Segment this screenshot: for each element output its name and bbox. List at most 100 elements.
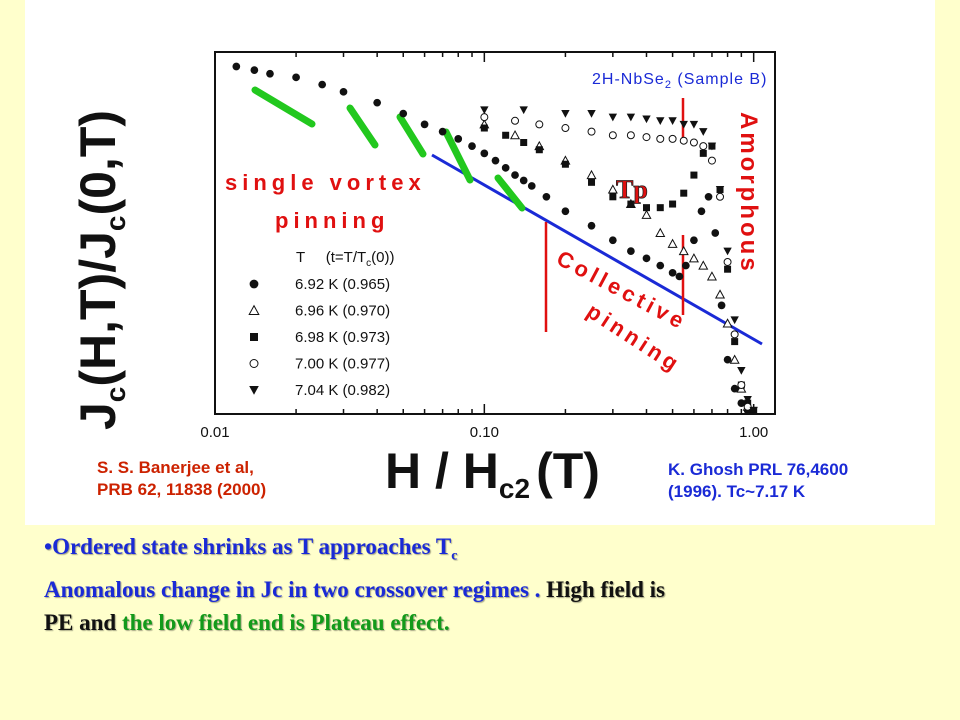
bullet-text: Ordered state shrinks as T approaches T <box>52 534 452 559</box>
data-point <box>724 265 732 273</box>
data-point <box>730 330 739 339</box>
data-point <box>680 189 688 197</box>
data-point <box>250 66 259 74</box>
data-point <box>737 399 746 407</box>
series-filled-triangle-down <box>480 106 758 415</box>
data-point <box>502 131 510 139</box>
tp-label: Tp <box>616 175 648 204</box>
data-point <box>480 149 489 158</box>
data-point <box>318 80 327 89</box>
para-part4: and <box>73 609 122 635</box>
data-point <box>588 178 596 186</box>
data-point <box>722 318 733 328</box>
data-point <box>730 384 739 393</box>
x-ticks: 0.01 0.10 1.00 <box>200 52 768 441</box>
data-point <box>737 367 746 375</box>
data-point <box>656 117 665 125</box>
data-point <box>292 73 300 82</box>
series-filled-square <box>480 124 758 414</box>
data-point <box>587 110 596 118</box>
data-point <box>730 316 739 325</box>
para-part3: PE <box>44 609 74 635</box>
legend-label: 7.00 K (0.977) <box>295 356 390 373</box>
data-point <box>717 301 726 310</box>
data-point <box>501 163 510 172</box>
data-point <box>266 69 274 78</box>
green-plateau-mark <box>346 104 379 149</box>
green-plateau-mark <box>494 174 526 212</box>
para-part1: Anomalous change in Jc in two crossover … <box>44 576 547 602</box>
data-point <box>527 182 536 190</box>
data-point <box>655 227 666 237</box>
data-point <box>706 271 717 281</box>
data-point <box>607 184 618 194</box>
legend-marker <box>250 333 258 341</box>
data-point <box>561 124 570 133</box>
collective-fit-line <box>431 153 763 346</box>
data-point <box>743 396 752 404</box>
legend-marker <box>249 386 259 395</box>
data-point <box>480 113 489 122</box>
data-point <box>690 171 698 179</box>
x-tick-label: 0.10 <box>470 424 499 441</box>
x-tick-label: 1.00 <box>739 424 768 441</box>
data-point <box>626 131 635 140</box>
data-point <box>420 120 429 129</box>
data-point <box>737 381 746 390</box>
reference-line: K. Ghosh PRL 76,4600 <box>668 460 849 479</box>
data-point <box>561 207 570 216</box>
data-point <box>627 247 635 255</box>
legend-marker <box>249 359 259 368</box>
data-point <box>586 169 597 180</box>
data-point <box>716 192 725 201</box>
reference-line: S. S. Banerjee et al, <box>97 458 254 477</box>
data-point <box>656 261 665 270</box>
data-point <box>339 87 348 96</box>
data-point <box>668 134 677 143</box>
data-point <box>535 146 543 154</box>
data-point <box>679 136 688 145</box>
data-series <box>232 62 758 415</box>
single-vortex-label: single vortex <box>225 170 426 195</box>
legend-label: 6.98 K (0.973) <box>295 329 390 346</box>
legend-marker <box>249 279 259 289</box>
data-point <box>656 134 665 143</box>
data-point <box>542 192 551 201</box>
data-point <box>561 160 569 168</box>
data-point <box>690 236 698 245</box>
data-point <box>699 149 707 157</box>
data-point <box>689 120 699 129</box>
data-point <box>729 354 740 364</box>
para-part2: High field is <box>546 576 666 602</box>
legend: 6.92 K (0.965) 6.96 K (0.970) 6.98 K (0.97… <box>248 276 390 399</box>
data-point <box>707 142 717 151</box>
series-open-circle <box>480 113 752 411</box>
data-point <box>627 200 635 208</box>
bullet-marker: • <box>44 534 53 559</box>
sample-label: 2H-NbSe2 (Sample B) <box>592 71 767 91</box>
data-point <box>723 257 732 266</box>
paragraph-line-1: Anomalous change in Jc in two crossover … <box>44 573 944 606</box>
data-point <box>731 338 739 346</box>
data-point <box>642 254 651 263</box>
data-point <box>743 402 752 411</box>
data-point <box>511 171 519 179</box>
data-point <box>232 62 241 71</box>
pinning-label: pinning <box>275 208 389 233</box>
reference-banerjee: S. S. Banerjee et al, PRB 62, 11838 (200… <box>97 457 266 501</box>
data-point <box>511 116 520 125</box>
data-point <box>679 120 688 129</box>
bullet-sub: c <box>451 548 458 564</box>
bullet-line: •Ordered state shrinks as T approaches T… <box>44 530 944 573</box>
data-point <box>642 115 651 124</box>
data-point <box>642 204 650 212</box>
data-point <box>656 204 664 212</box>
data-point <box>689 138 698 147</box>
data-point <box>587 127 596 136</box>
data-point <box>480 124 488 132</box>
data-point <box>704 192 713 201</box>
data-point <box>723 355 732 364</box>
data-point <box>520 139 528 146</box>
data-point <box>535 120 544 129</box>
data-point <box>642 133 651 142</box>
